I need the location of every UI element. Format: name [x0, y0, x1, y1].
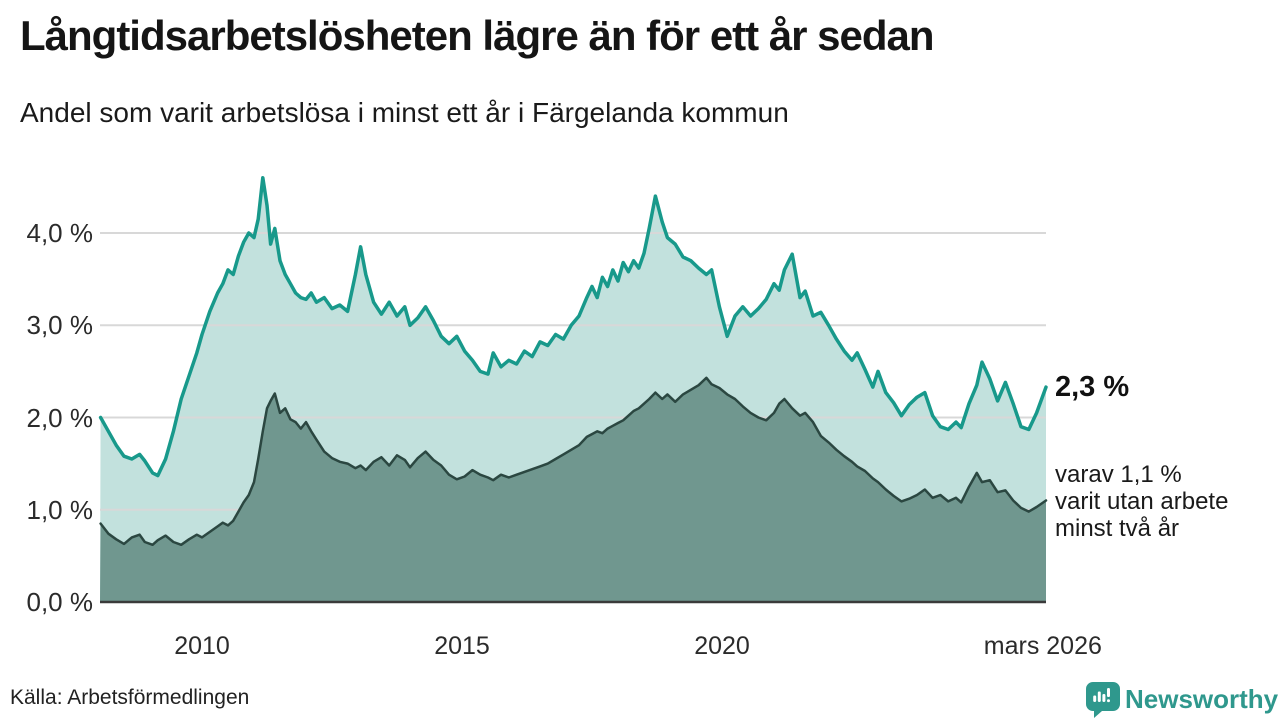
- source-caption: Källa: Arbetsförmedlingen: [10, 686, 250, 709]
- x-tick-label: 2010: [174, 632, 230, 660]
- y-tick-label: 2,0 %: [26, 402, 94, 433]
- y-tick-label: 0,0 %: [26, 587, 94, 617]
- series-lines: [98, 175, 1048, 547]
- x-tick-label: 2015: [434, 632, 490, 660]
- x-tick-label: mars 2026: [983, 632, 1102, 660]
- page-title: Långtidsarbetslösheten lägre än för ett …: [20, 12, 935, 59]
- page-subtitle: Andel som varit arbetslösa i minst ett å…: [20, 97, 789, 128]
- secondary-series-annotation: varav 1,1 % varit utan arbete minst två …: [1055, 461, 1229, 542]
- y-tick-label: 3,0 %: [26, 310, 94, 341]
- newsworthy-logo-text: Newsworthy: [1125, 684, 1279, 714]
- logo-bars-glyph: [1093, 688, 1110, 703]
- y-tick-label: 1,0 %: [26, 494, 94, 525]
- x-tick-label: 2020: [694, 632, 750, 660]
- y-tick-label: 4,0 %: [26, 218, 94, 248]
- newsworthy-logo-icon: [1086, 682, 1120, 718]
- latest-value-label: 2,3 %: [1055, 371, 1130, 403]
- area-fill-at-least-two-years: [100, 377, 1046, 602]
